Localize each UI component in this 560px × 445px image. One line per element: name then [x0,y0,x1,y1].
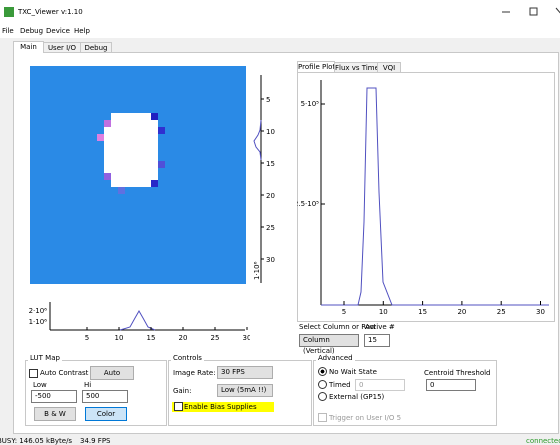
low-spinbox[interactable]: -500 [31,390,77,403]
tab[interactable]: Debug [80,42,112,53]
checkbox[interactable] [29,369,38,378]
tick-label: 15 [266,160,275,168]
status-fps: 34.9 FPS [80,437,111,445]
tick-label: 10 [379,308,388,316]
group-title: LUT Map [28,354,62,362]
scale-label: 1·10⁶ [253,261,261,280]
active-label: Active # [365,323,395,331]
centroid-spinbox[interactable]: 0 [426,379,476,391]
tick-label: 20 [179,334,188,342]
tick-label: 15 [147,334,156,342]
tick-label: 25 [211,334,220,342]
menu-item[interactable]: Debug [20,27,43,35]
centroid-label: Centroid Threshold [424,369,491,377]
tick-label: 10 [266,128,275,136]
hi-label: Hi [84,381,91,389]
checkbox-label: Enable Bias Supplies [184,403,257,411]
radio[interactable] [318,380,327,389]
checkbox-label: Trigger on User I/O 5 [329,414,401,422]
select-dropdown[interactable]: Column (Vertical) [299,334,359,347]
active-spinbox[interactable]: 15 [364,334,390,347]
tick-label: 1·10⁶ [29,318,48,326]
tick-label: 30 [243,334,250,342]
gain-dropdown[interactable]: Low (5mA !!) [217,384,273,397]
checkbox-label: Auto Contrast [40,369,88,377]
status-rate: BUSY: 146.05 kByte/s [0,437,72,445]
app-window: TXC_Viewer v:1.10 File Debug Device Help… [0,0,560,445]
status-connection: connected [526,437,560,445]
auto-button[interactable]: Auto [90,366,134,380]
hi-spinbox[interactable]: 500 [82,390,128,403]
profile-plot: 5 10 15 20 25 30 5·10⁵ 2.5·10⁵ [297,72,555,322]
tick-label: 10 [115,334,124,342]
vertical-profile: 1·10⁶ 5 10 15 20 25 30 [246,75,296,290]
tick-label: 2.5·10⁵ [297,200,319,208]
rate-label: Image Rate: [173,369,216,377]
tab[interactable]: Main [13,41,44,53]
title-bar [0,0,560,24]
tick-label: 15 [418,308,427,316]
app-icon [4,7,14,17]
tick-label: 5·10⁵ [301,100,320,108]
low-label: Low [33,381,47,389]
menu-item[interactable]: File [2,27,14,35]
menu-item[interactable]: Help [74,27,90,35]
tick-label: 5 [342,308,346,316]
menu-item[interactable]: Device [46,27,70,35]
radio-label: No Wait State [329,368,377,376]
rate-dropdown[interactable]: 30 FPS [217,366,273,379]
color-button[interactable]: Color [85,407,127,421]
radio-label: External (GP15) [329,393,384,401]
group-title: Advanced [316,354,355,362]
tick-label: 20 [266,192,275,200]
tick-label: 25 [497,308,506,316]
window-controls[interactable] [490,6,560,18]
tick-label: 20 [457,308,466,316]
tick-label: 25 [266,224,275,232]
tab[interactable]: User I/O [43,42,81,53]
checkbox[interactable] [174,402,183,411]
tick-label: 2·10⁶ [29,307,48,315]
horizontal-profile: 5 10 15 20 25 30 2·10⁶ 1·10⁶ [25,300,250,345]
tick-label: 5 [266,96,270,104]
checkbox[interactable] [318,413,327,422]
radio-label: Timed [329,381,351,389]
window-title: TXC_Viewer v:1.10 [18,8,83,16]
gain-label: Gain: [173,387,191,395]
timed-spinbox[interactable]: 0 [355,379,405,391]
group-title: Controls [171,354,204,362]
tick-label: 30 [266,256,275,264]
camera-image [30,66,246,284]
radio[interactable] [318,367,327,376]
radio[interactable] [318,392,327,401]
tick-label: 30 [536,308,545,316]
tick-label: 5 [85,334,89,342]
bw-button[interactable]: B & W [34,407,76,421]
